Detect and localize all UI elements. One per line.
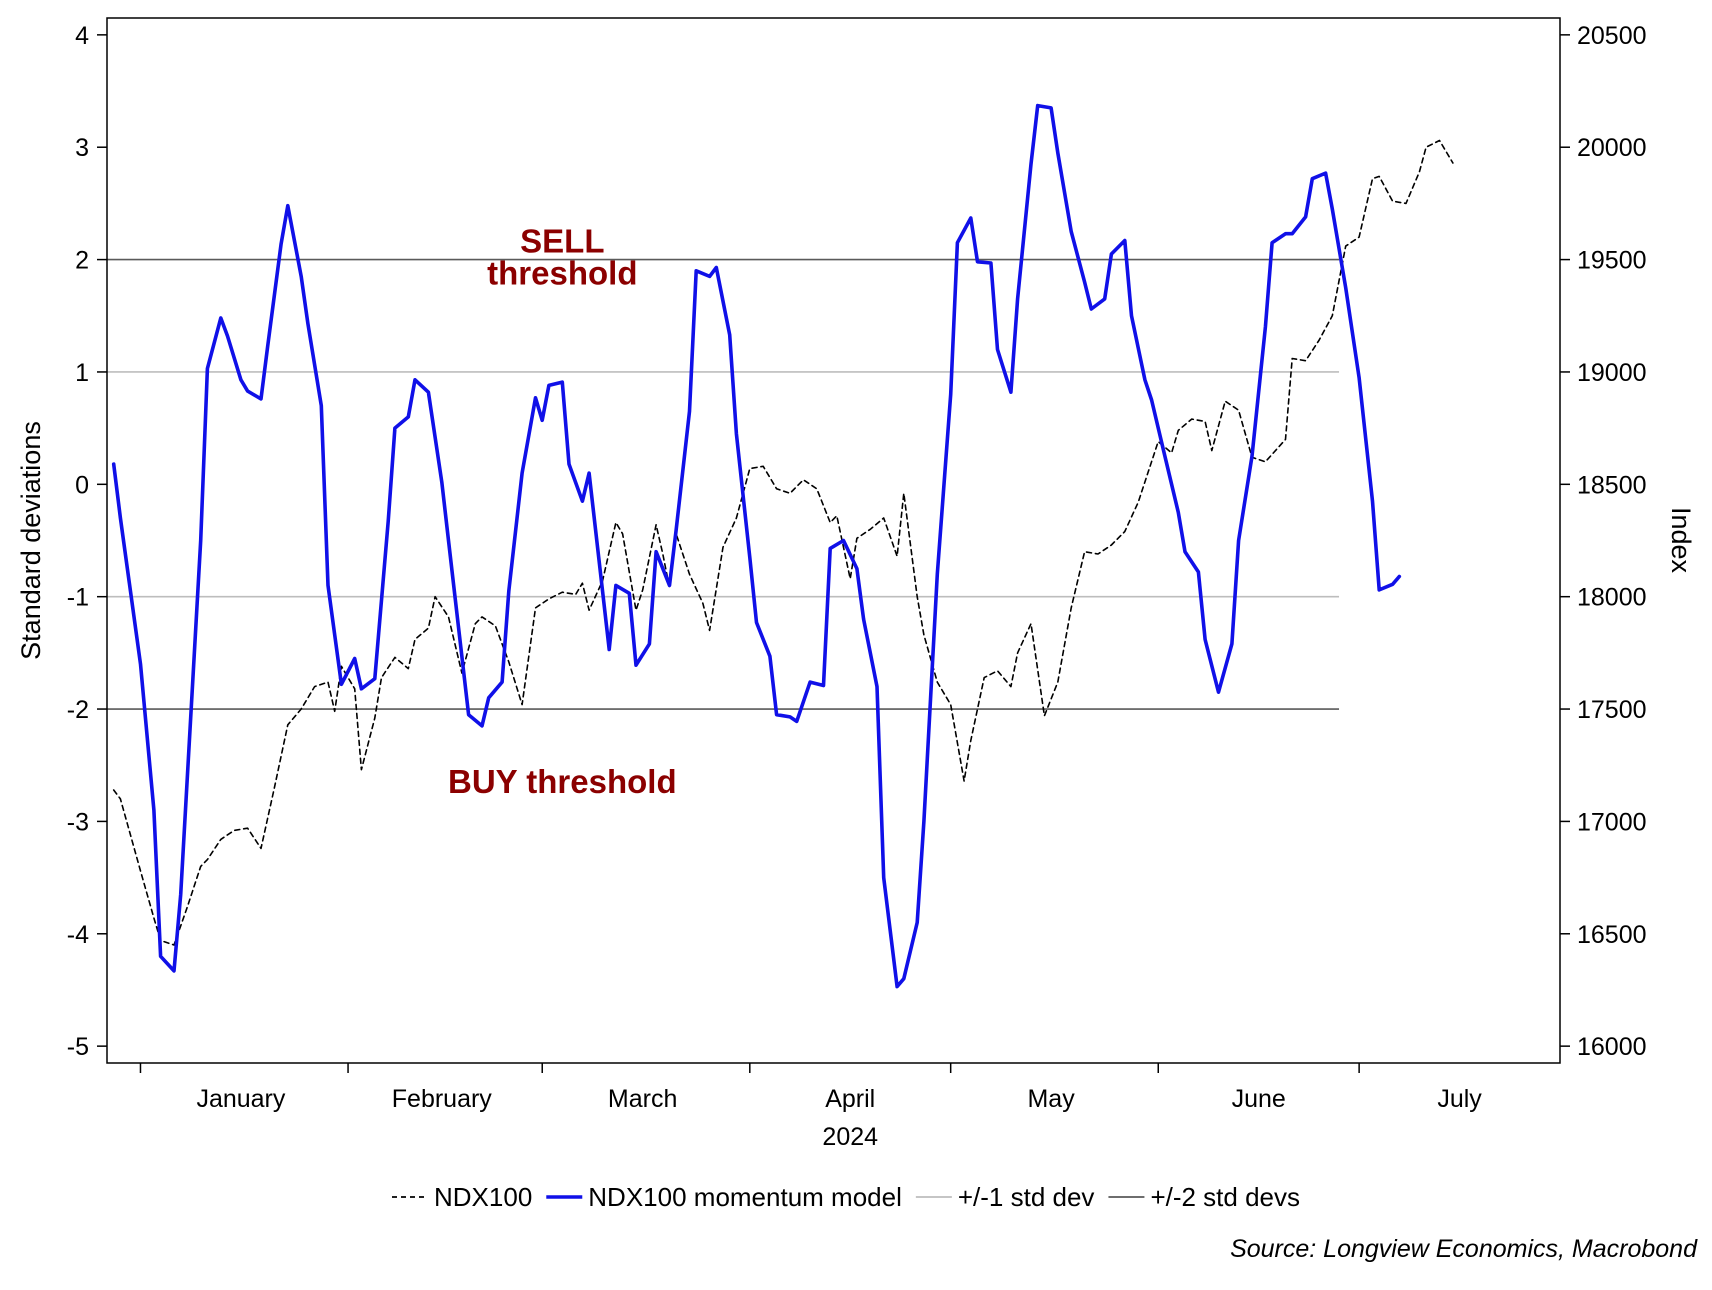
x-tick-label: March <box>608 1085 677 1113</box>
legend-label: +/-2 std devs <box>1150 1182 1300 1212</box>
x-axis-year-label: 2024 <box>822 1123 878 1151</box>
x-tick-label: February <box>392 1085 493 1113</box>
y-right-tick-label: 20000 <box>1577 134 1647 162</box>
series-line-momentum-model <box>111 103 1402 989</box>
y-left-tick-label: -4 <box>67 921 89 949</box>
y-right-tick-label: 16000 <box>1577 1033 1647 1061</box>
x-tick-label: May <box>1027 1085 1075 1113</box>
annotation-sell-threshold: threshold <box>487 254 637 291</box>
y-left-tick-label: 0 <box>75 471 89 499</box>
y-right-tick-label: 19500 <box>1577 247 1647 275</box>
y-left-tick-label: 4 <box>75 22 89 50</box>
plot-frame <box>106 17 1561 1064</box>
series-layer <box>111 103 1454 989</box>
y-left-tick-label: -3 <box>67 808 89 836</box>
y-left-tick-label: 3 <box>75 134 89 162</box>
y-left-tick-label: -1 <box>67 584 89 612</box>
annotation-sell-threshold: SELL <box>520 222 604 259</box>
y-right-tick-label: 19000 <box>1577 359 1647 387</box>
legend-label: +/-1 std dev <box>958 1182 1095 1212</box>
y-left-tick-label: -2 <box>67 696 89 724</box>
legend-label: NDX100 <box>434 1182 532 1212</box>
legend: NDX100 NDX100 momentum model +/-1 std dev +… <box>392 1182 1300 1212</box>
y-left-tick-label: 2 <box>75 247 89 275</box>
y-right-tick-label: 18000 <box>1577 584 1647 612</box>
annotation-buy-threshold: BUY threshold <box>448 763 677 800</box>
source-note: Source: Longview Economics, Macrobond <box>1230 1235 1698 1263</box>
axis-ticks: -5 -4 -3 -2 -1 0 1 2 3 4 16000 16500 17000 17500 18000… <box>67 22 1647 1113</box>
y-right-tick-label: 18500 <box>1577 471 1647 499</box>
x-tick-label: July <box>1437 1085 1482 1113</box>
y-right-tick-label: 16500 <box>1577 921 1647 949</box>
reference-lines <box>107 258 1340 710</box>
x-tick-label: April <box>825 1085 875 1113</box>
y-right-tick-label: 17500 <box>1577 696 1647 724</box>
y-axis-right-title: Index <box>1666 507 1696 574</box>
y-left-tick-label: -5 <box>67 1033 89 1061</box>
y-right-tick-label: 20500 <box>1577 22 1647 50</box>
legend-label: NDX100 momentum model <box>588 1182 902 1212</box>
y-left-tick-label: 1 <box>75 359 89 387</box>
y-right-tick-label: 17000 <box>1577 808 1647 836</box>
y-axis-left-title: Standard deviations <box>16 421 46 660</box>
x-tick-label: January <box>196 1085 285 1113</box>
x-tick-label: June <box>1232 1085 1286 1113</box>
